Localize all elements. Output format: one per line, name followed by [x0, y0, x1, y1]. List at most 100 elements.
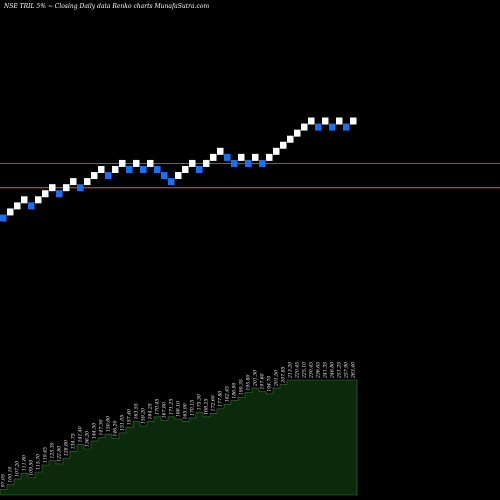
down-brick [245, 159, 252, 167]
volume-label: 172.60 [211, 395, 217, 411]
volume-label: 128.80 [64, 440, 70, 456]
volume-label: 100.10 [8, 466, 14, 482]
down-brick [105, 172, 112, 180]
down-brick [28, 202, 35, 210]
up-brick [84, 178, 91, 186]
volume-label: 119.45 [43, 447, 49, 463]
up-brick [294, 129, 301, 137]
up-brick [350, 117, 357, 125]
volume-label: 246.80 [330, 362, 336, 379]
up-brick [238, 153, 245, 161]
up-brick [287, 135, 294, 143]
volume-label: 201.30 [253, 370, 259, 387]
down-brick [126, 166, 133, 173]
volume-label: 159.20 [141, 408, 147, 424]
down-brick [259, 159, 266, 167]
up-brick [280, 141, 287, 149]
down-brick [56, 190, 63, 198]
volume-label: 163.55 [134, 403, 140, 419]
down-brick [196, 166, 203, 173]
volume-label: 97.05 [1, 474, 7, 487]
volume-label: 146.20 [113, 420, 119, 436]
volume-panel: 97.05 100.10 107.20 111.80 109.50 115.70 119.4… [0, 362, 358, 496]
up-brick [7, 208, 14, 216]
up-brick [210, 153, 217, 161]
up-brick [266, 153, 273, 161]
volume-label: 167.80 [162, 402, 168, 418]
volume-label: 134.75 [71, 433, 77, 449]
up-brick [98, 166, 105, 173]
up-brick [70, 178, 77, 186]
volume-label: 136.20 [85, 431, 91, 447]
volume-label: 151.05 [120, 415, 126, 431]
up-brick [301, 123, 308, 131]
down-brick [140, 166, 147, 173]
up-brick [252, 153, 259, 161]
up-brick [63, 184, 70, 192]
up-brick [42, 190, 49, 198]
down-brick [231, 159, 238, 167]
volume-label: 157.40 [127, 409, 133, 425]
volume-label: 150.80 [106, 416, 112, 432]
volume-label: 175.30 [197, 394, 203, 410]
volume-label: 164.25 [148, 403, 154, 419]
renko-bricks [0, 117, 357, 222]
volume-label: 263.40 [351, 362, 357, 379]
up-brick [189, 159, 196, 167]
volume-label: 170.45 [155, 399, 161, 415]
up-brick [147, 159, 154, 167]
volume-label: 213.20 [288, 362, 294, 379]
volume-label: 194.70 [267, 376, 273, 392]
up-brick [336, 117, 343, 125]
up-brick [133, 159, 140, 167]
volume-label: 201.50 [274, 370, 280, 387]
up-brick [203, 159, 210, 167]
up-brick [35, 196, 42, 204]
volume-label: 122.80 [57, 446, 63, 462]
up-brick [322, 117, 329, 125]
volume-label: 109.50 [29, 460, 35, 476]
up-brick [91, 172, 98, 180]
down-brick [224, 153, 231, 161]
volume-label: 111.80 [22, 455, 28, 471]
volume-label: 144.50 [92, 423, 98, 439]
volume-label: 186.90 [232, 383, 238, 399]
down-brick [77, 184, 84, 192]
volume-label: 251.25 [337, 362, 343, 379]
volume-label: 257.90 [344, 362, 350, 379]
volume-label: 165.90 [183, 403, 189, 419]
volume-label: 107.20 [15, 461, 21, 477]
volume-label: 195.80 [246, 374, 252, 390]
volume-label: 236.65 [316, 362, 322, 379]
volume-label: 207.85 [281, 366, 287, 383]
down-brick [329, 123, 336, 131]
chart-title: NSE TRIL 5% ~ Closing Daily data Renko c… [3, 3, 209, 10]
up-brick [217, 147, 224, 155]
up-brick [175, 172, 182, 180]
volume-label: 230.45 [309, 362, 315, 379]
volume-label: 197.60 [260, 373, 266, 389]
volume-label: 241.35 [323, 362, 329, 379]
down-brick [168, 178, 175, 186]
down-brick [154, 166, 161, 173]
down-brick [343, 123, 350, 131]
volume-label: 220.45 [295, 362, 301, 379]
up-brick [308, 117, 315, 125]
volume-label: 182.45 [225, 386, 231, 402]
volume-label: 115.70 [36, 454, 42, 470]
down-brick [0, 214, 7, 222]
up-brick [182, 166, 189, 173]
volume-label: 170.15 [190, 400, 196, 416]
up-brick [21, 196, 28, 204]
volume-label: 125.30 [50, 442, 56, 458]
volume-label: 190.35 [239, 379, 245, 395]
volume-label: 147.30 [99, 419, 105, 435]
volume-area [0, 379, 358, 496]
up-brick [119, 159, 126, 167]
up-brick [14, 202, 21, 210]
down-brick [315, 123, 322, 131]
volume-label: 141.40 [78, 426, 84, 442]
volume-label: 168.25 [204, 399, 210, 415]
down-brick [161, 172, 168, 180]
